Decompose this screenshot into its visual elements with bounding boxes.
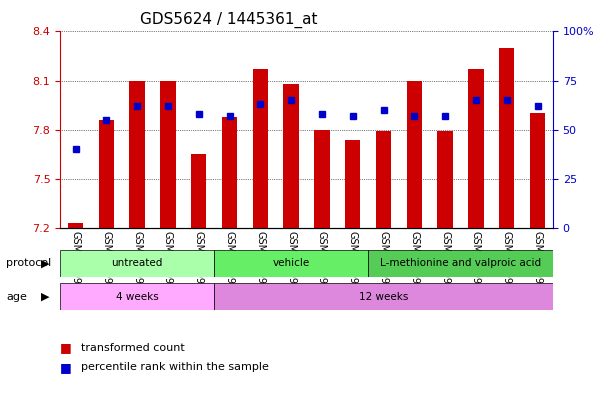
Text: ■: ■ xyxy=(60,361,72,374)
Text: L-methionine and valproic acid: L-methionine and valproic acid xyxy=(380,258,541,268)
Bar xyxy=(407,81,422,228)
Text: vehicle: vehicle xyxy=(272,258,310,268)
Bar xyxy=(68,223,83,228)
Text: ■: ■ xyxy=(60,341,72,354)
Text: age: age xyxy=(6,292,27,302)
Bar xyxy=(376,131,391,228)
Text: ▶: ▶ xyxy=(41,258,49,268)
Bar xyxy=(252,69,268,228)
Bar xyxy=(222,117,237,228)
Bar xyxy=(129,81,145,228)
Bar xyxy=(438,131,453,228)
Text: transformed count: transformed count xyxy=(81,343,185,353)
Text: percentile rank within the sample: percentile rank within the sample xyxy=(81,362,269,373)
Text: protocol: protocol xyxy=(6,258,51,268)
Text: ▶: ▶ xyxy=(41,292,49,302)
Bar xyxy=(60,283,214,310)
Bar xyxy=(60,250,214,277)
Text: untreated: untreated xyxy=(111,258,163,268)
Bar xyxy=(99,120,114,228)
Text: GDS5624 / 1445361_at: GDS5624 / 1445361_at xyxy=(139,12,317,28)
Text: 4 weeks: 4 weeks xyxy=(116,292,159,302)
Bar xyxy=(284,84,299,228)
Bar xyxy=(214,250,368,277)
Bar xyxy=(530,113,545,228)
Bar xyxy=(499,48,514,228)
Bar xyxy=(160,81,175,228)
Bar xyxy=(214,283,553,310)
Bar xyxy=(368,250,553,277)
Bar xyxy=(468,69,484,228)
Bar xyxy=(314,130,329,228)
Text: 12 weeks: 12 weeks xyxy=(359,292,408,302)
Bar xyxy=(345,140,361,228)
Bar xyxy=(191,154,206,228)
